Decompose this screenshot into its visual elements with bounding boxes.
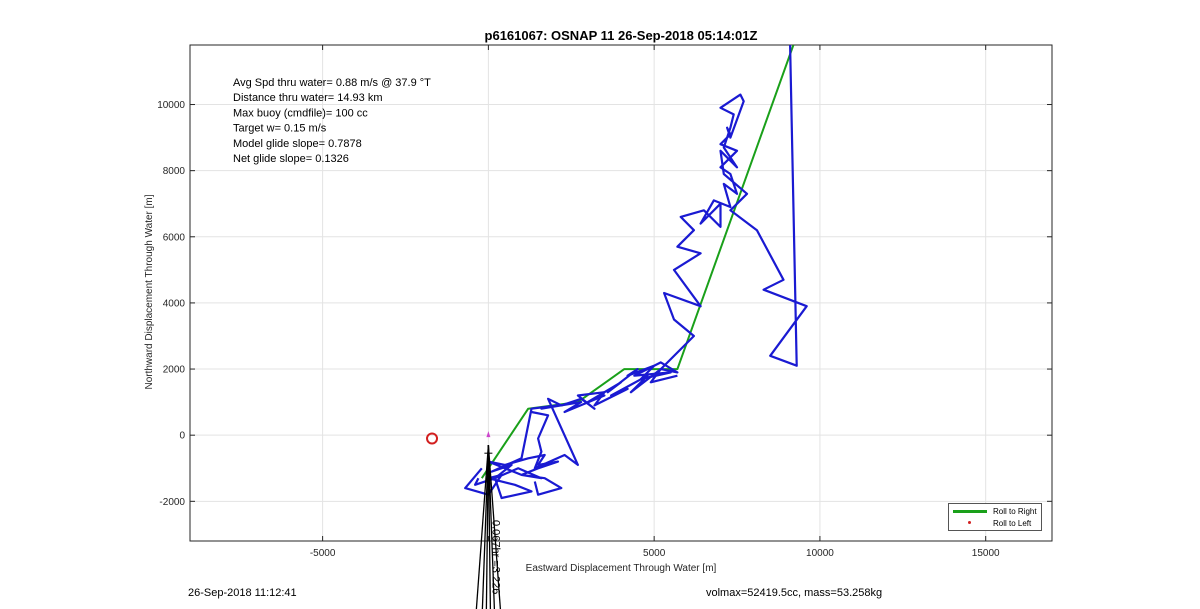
y-tick-label: 10000 [157, 100, 185, 111]
annotation-line: Model glide slope= 0.7878 [233, 138, 362, 150]
footer-volmax-mass: volmax=52419.5cc, mass=53.258kg [706, 587, 883, 599]
y-axis-label: Northward Displacement Through Water [m] [144, 194, 155, 389]
current-elapsed-label: 0.067hr =3.226 [489, 520, 501, 594]
current-position-marker [486, 431, 491, 438]
sinker-fan-line [475, 445, 490, 609]
annotation-line: Avg Spd thru water= 0.88 m/s @ 37.9 °T [233, 77, 431, 89]
legend-item-roll-left: Roll to Left [953, 517, 1031, 529]
y-tick-label: 0 [179, 431, 185, 442]
footer-timestamp: 26-Sep-2018 11:12:41 [188, 587, 297, 599]
annotation-line: Net glide slope= 0.1326 [233, 153, 349, 165]
legend-swatch-roll-right [953, 506, 987, 516]
roll-right-track-line [480, 45, 795, 479]
y-tick-label: 2000 [163, 365, 186, 376]
plot-frame [189, 44, 1053, 542]
x-tick-label: -5000 [310, 548, 336, 559]
legend-label-roll-left: Roll to Left [993, 518, 1032, 528]
sinker-fan-line [481, 445, 490, 609]
sinker-fan-line [487, 445, 492, 609]
dive-track-line [464, 453, 563, 500]
dive-track-line [531, 368, 678, 470]
x-tick-label: 5000 [643, 548, 666, 559]
y-tick-label: -2000 [159, 497, 185, 508]
y-tick-label: 8000 [163, 166, 186, 177]
legend-line-icon [953, 510, 987, 513]
legend: Roll to Right Roll to Left [948, 503, 1042, 531]
marker-layer [426, 431, 502, 609]
label-layer: 0.067hr =3.226 Avg Spd thru water= 0.88 m… [233, 77, 501, 594]
start-position-marker [426, 432, 439, 445]
annotation-line: Max buoy (cmdfile)= 100 cc [233, 107, 368, 119]
axes-layer: -5000 5000 10000 15000 -2000 0 2000 4000 6000 800… [144, 28, 1053, 574]
legend-dot-icon [968, 521, 971, 524]
y-tick-label: 6000 [163, 232, 186, 243]
sinker-fan-line [487, 445, 496, 609]
annotation-line: Distance thru water= 14.93 km [233, 92, 383, 104]
legend-swatch-roll-left [953, 518, 987, 528]
x-axis-label: Eastward Displacement Through Water [m] [526, 563, 717, 574]
sinker-fan-line [487, 445, 502, 609]
legend-label-roll-right: Roll to Right [993, 506, 1037, 516]
annotation-line: Target w= 0.15 m/s [233, 123, 327, 135]
x-tick-label: 15000 [972, 548, 1000, 559]
grid-layer [190, 45, 1052, 541]
series-layer [464, 45, 808, 500]
chart-title: p6161067: OSNAP 11 26-Sep-2018 05:14:01Z [485, 28, 758, 43]
y-tick-label: 4000 [163, 298, 186, 309]
sinker-fan-line [485, 445, 490, 609]
x-tick-label: 10000 [806, 548, 834, 559]
legend-item-roll-right: Roll to Right [953, 505, 1037, 517]
dive-track-line [474, 45, 808, 486]
